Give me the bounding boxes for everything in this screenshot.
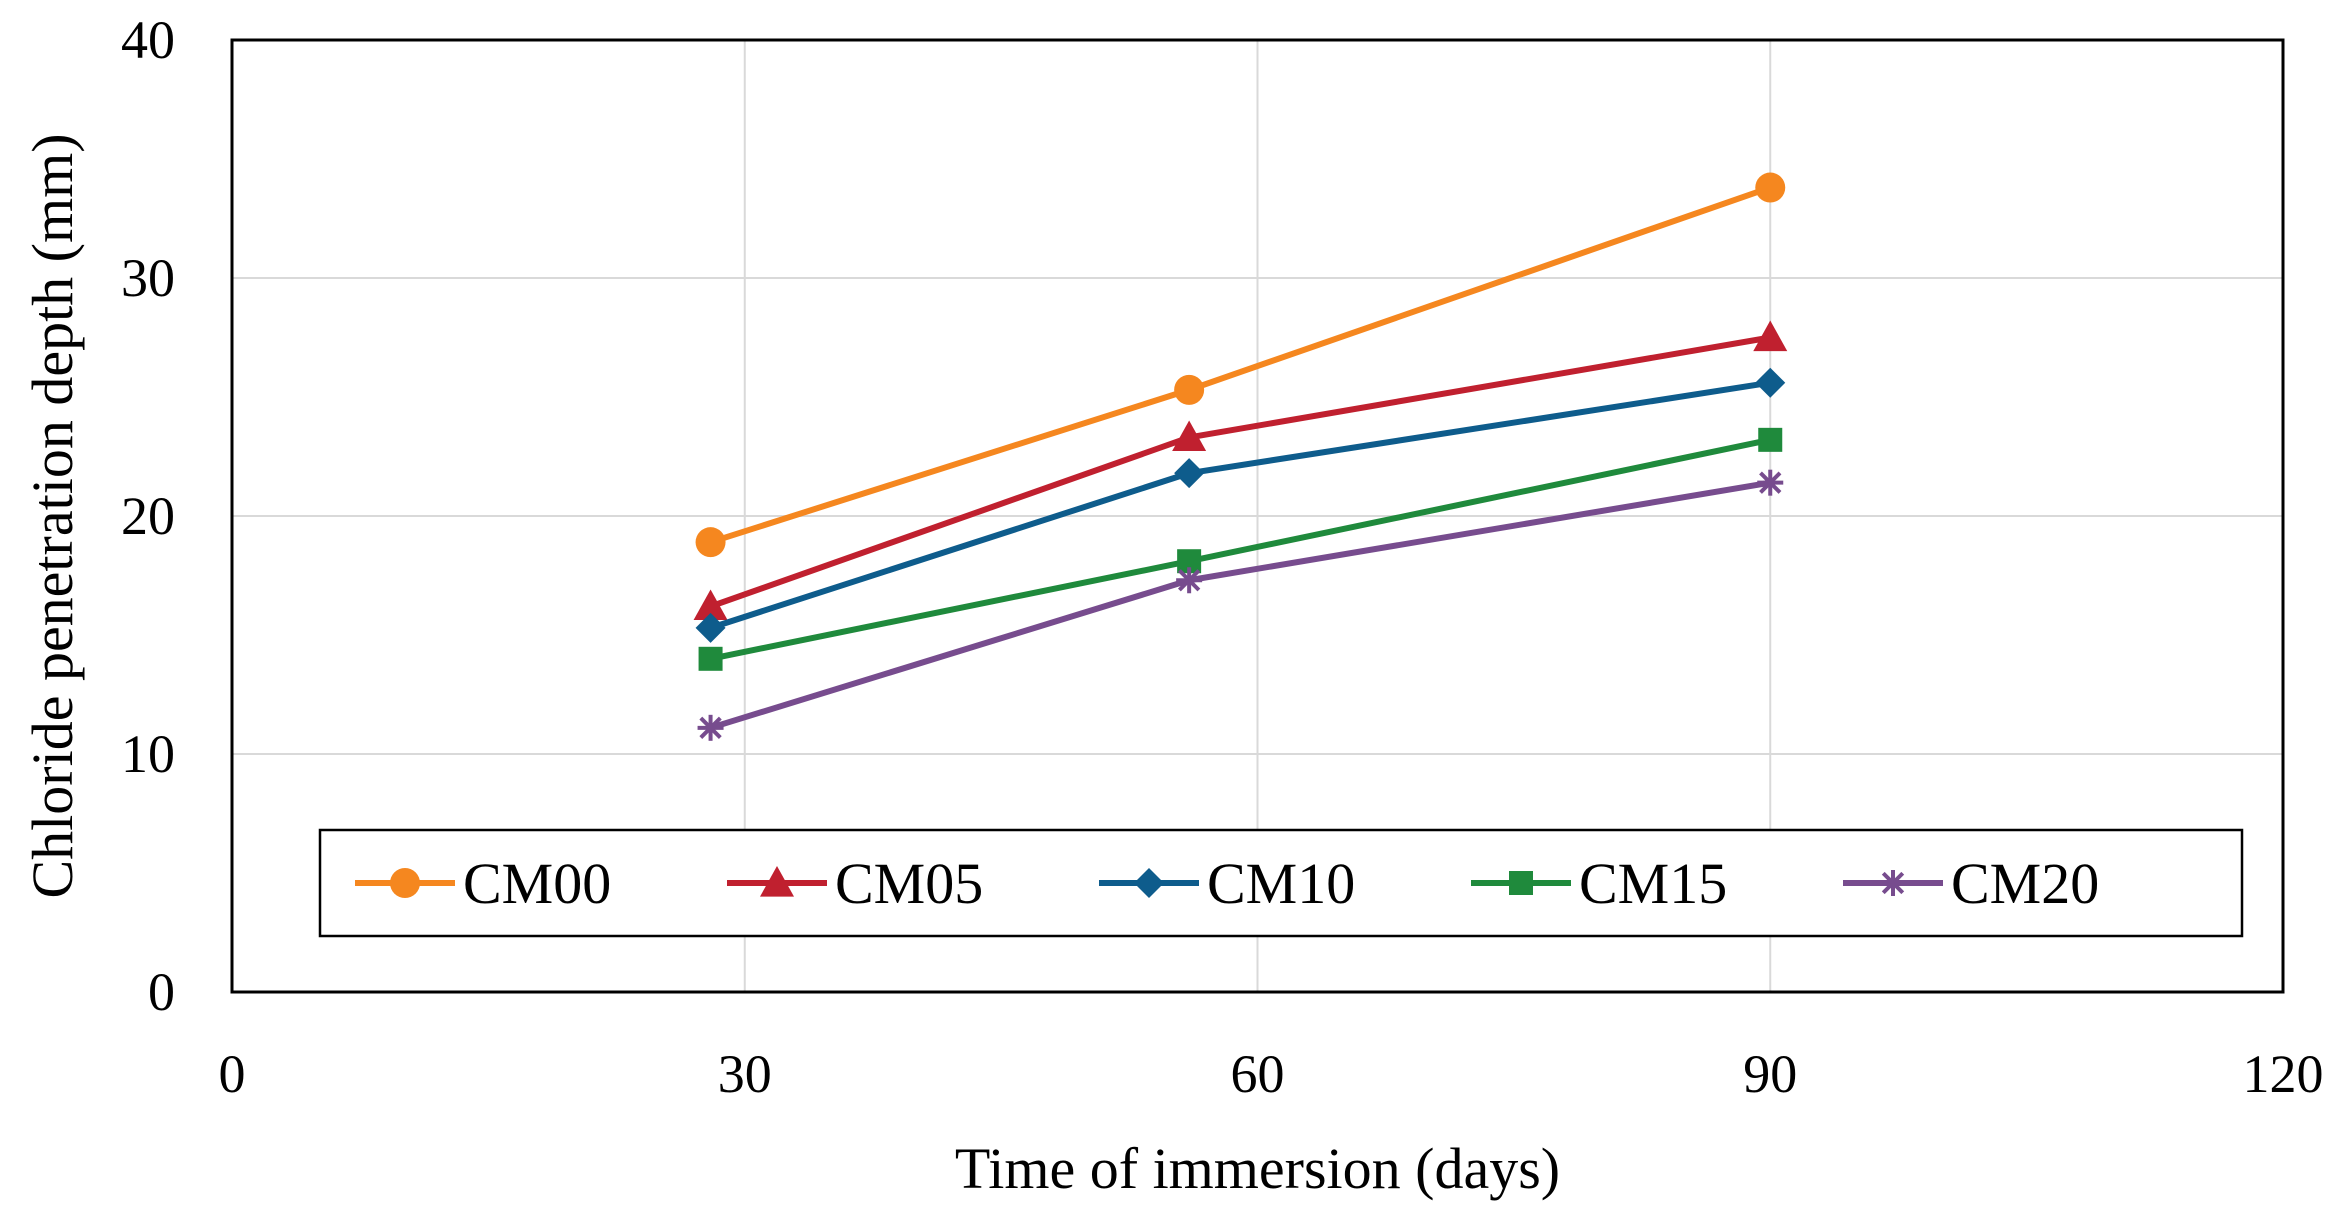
y-tick-label: 10: [121, 724, 175, 784]
data-point-cm05: [693, 589, 728, 621]
star-stroke: [699, 716, 722, 739]
data-point-cm00: [695, 527, 726, 558]
series-cm20: [697, 469, 1784, 741]
legend: CM00 CM05 CM10 CM15 CM20: [318, 828, 2244, 938]
star-stroke: [1759, 471, 1782, 494]
x-axis-title: Time of immersion (days): [955, 1136, 1560, 1201]
legend-marker: [760, 866, 794, 897]
legend-marker: [390, 868, 420, 898]
legend-label: CM00: [463, 851, 611, 916]
data-point-cm00: [1174, 374, 1205, 405]
x-tick-label: 60: [1231, 1044, 1285, 1104]
y-axis-title: Chloride penetration depth (mm): [20, 133, 85, 898]
y-tick-label: 30: [121, 248, 175, 308]
series-line-cm10: [707, 379, 1774, 631]
y-tick-label: 20: [121, 486, 175, 546]
legend-label: CM05: [835, 851, 983, 916]
data-point-cm20: [1176, 567, 1203, 594]
star-stroke: [1881, 871, 1905, 895]
legend-label: CM10: [1207, 851, 1355, 916]
series-cm00: [695, 172, 1786, 558]
data-point-cm15: [1758, 427, 1783, 452]
x-tick-labels: 0 30 60 90 120: [219, 1044, 2324, 1104]
data-point-cm10: [1755, 367, 1786, 398]
legend-item-cm05: CM05: [727, 851, 983, 916]
star-stroke: [1177, 569, 1201, 592]
x-tick-label: 30: [718, 1044, 772, 1104]
data-point-cm20: [697, 714, 724, 741]
legend-item-cm20: CM20: [1843, 851, 2099, 916]
series-cm15: [698, 427, 1783, 671]
x-tick-label: 120: [2243, 1044, 2324, 1104]
y-tick-label: 0: [148, 962, 175, 1022]
plot-area-border: [230, 38, 2285, 994]
data-point-cm20: [1757, 469, 1784, 496]
legend-marker: [1880, 870, 1906, 896]
data-point-cm05: [1753, 320, 1788, 352]
x-tick-label: 90: [1743, 1044, 1797, 1104]
series-cm05: [693, 320, 1788, 621]
legend-item-cm10: CM10: [1099, 851, 1355, 916]
legend-label: CM20: [1951, 851, 2099, 916]
data-point-cm10: [695, 612, 726, 643]
data-point-cm10: [1174, 458, 1205, 489]
y-tick-label: 40: [121, 10, 175, 70]
x-tick-label: 0: [219, 1044, 246, 1104]
legend-item-cm15: CM15: [1471, 851, 1727, 916]
data-point-cm00: [1755, 172, 1786, 203]
data-point-cm05: [1172, 420, 1207, 452]
series-layer: [693, 172, 1788, 741]
legend-marker: [1509, 871, 1533, 895]
legend-label: CM15: [1579, 851, 1727, 916]
y-tick-labels: 0 10 20 30 40: [121, 10, 175, 1022]
series-cm10: [695, 367, 1786, 643]
series-line-cm20: [707, 479, 1774, 731]
legend-marker: [1134, 868, 1164, 898]
legend-item-cm00: CM00: [355, 851, 611, 916]
data-point-cm15: [698, 646, 723, 671]
